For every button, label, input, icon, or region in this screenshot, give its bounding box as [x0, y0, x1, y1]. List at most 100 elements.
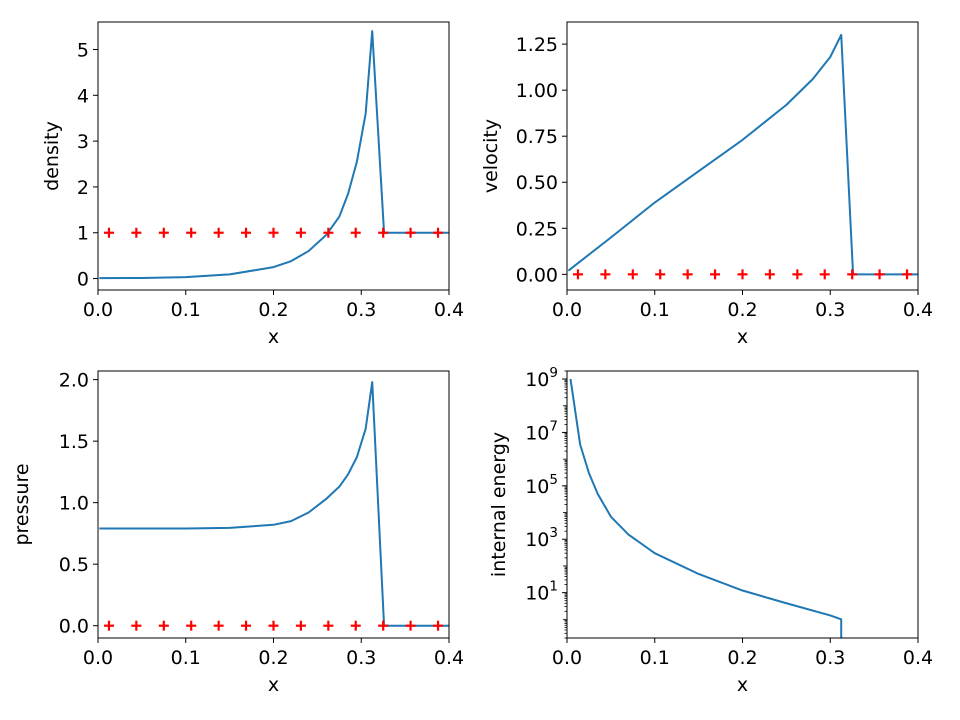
- y-tick-label: 2: [77, 177, 89, 199]
- x-tick-label: 0.2: [727, 647, 757, 669]
- y-tick-label: 0.75: [516, 126, 558, 148]
- x-tick-label: 0.4: [903, 647, 933, 669]
- plot-area: [569, 378, 843, 638]
- marker-point: [131, 227, 142, 238]
- marker-point: [103, 620, 114, 631]
- marker-point: [295, 227, 306, 238]
- x-tick-label: 0.0: [83, 299, 113, 321]
- y-tick-label: 5: [77, 39, 89, 61]
- marker-point: [433, 620, 444, 631]
- y-tick-label: 3: [77, 131, 89, 153]
- y-tick-label: 1.0: [59, 493, 89, 515]
- marker-point: [213, 620, 224, 631]
- series-line: [99, 381, 449, 627]
- y-tick-label: 0.0: [59, 616, 89, 638]
- y-axis-label: density: [41, 121, 63, 191]
- x-tick-label: 0.3: [346, 299, 376, 321]
- y-tick-label: 4: [77, 85, 89, 107]
- marker-point: [378, 620, 389, 631]
- y-axis-label: velocity: [480, 119, 502, 193]
- x-tick-label: 0.0: [83, 647, 113, 669]
- marker-point: [405, 620, 416, 631]
- tick-exponent: 7: [549, 418, 558, 434]
- y-axis-label: internal energy: [488, 432, 510, 577]
- y-tick-label: 1: [77, 223, 89, 245]
- x-tick-label: 0.0: [552, 647, 582, 669]
- x-axis-label: x: [737, 674, 748, 696]
- marker-point: [682, 269, 693, 280]
- marker-point: [764, 269, 775, 280]
- y-tick-label: 109: [525, 365, 558, 391]
- x-tick-label: 0.3: [815, 299, 845, 321]
- x-tick-label: 0.2: [727, 299, 757, 321]
- marker-point: [737, 269, 748, 280]
- marker-point: [158, 227, 169, 238]
- plot-area: [99, 381, 449, 631]
- marker-point: [378, 227, 389, 238]
- y-axis-label: pressure: [11, 463, 33, 545]
- series-line: [569, 378, 843, 638]
- x-tick-label: 0.2: [258, 299, 288, 321]
- marker-point: [600, 269, 611, 280]
- y-tick-label: 1.25: [516, 34, 558, 56]
- marker-point: [131, 620, 142, 631]
- x-axis-label: x: [737, 326, 748, 348]
- y-tick-label: 101: [525, 579, 558, 605]
- marker-point: [655, 269, 666, 280]
- x-axis-label: x: [268, 674, 279, 696]
- tick-base: 10: [525, 476, 549, 498]
- y-tick-label: 0.25: [516, 218, 558, 240]
- y-tick-label: 0.50: [516, 172, 558, 194]
- marker-point: [323, 227, 334, 238]
- marker-point: [405, 227, 416, 238]
- series-line: [99, 30, 449, 280]
- marker-point: [213, 227, 224, 238]
- marker-point: [792, 269, 803, 280]
- marker-point: [902, 269, 913, 280]
- x-tick-label: 0.1: [640, 299, 670, 321]
- y-tick-label: 103: [525, 525, 558, 551]
- y-tick-label: 107: [525, 418, 558, 444]
- subplot-2: 0.0 0.1 0.2 0.3 0.4 0.00 0.25 0.50 0.75 1.00 1.25 x…: [480, 21, 933, 348]
- y-tick-label: 1.00: [516, 80, 558, 102]
- marker-point: [295, 620, 306, 631]
- x-tick-label: 0.3: [346, 647, 376, 669]
- x-tick-label: 0.2: [258, 647, 288, 669]
- tick-base: 10: [525, 583, 549, 605]
- tick-exponent: 9: [549, 365, 558, 381]
- plot-area: [567, 33, 918, 280]
- marker-point: [350, 620, 361, 631]
- plot-area: [99, 30, 449, 280]
- tick-base: 10: [525, 422, 549, 444]
- y-tick-label: 0: [77, 269, 89, 291]
- y-tick-label: 105: [525, 472, 558, 498]
- x-axis-label: x: [268, 326, 279, 348]
- y-tick-label: 0.00: [516, 264, 558, 286]
- tick-base: 10: [525, 369, 549, 391]
- x-tick-label: 0.1: [171, 299, 201, 321]
- x-tick-label: 0.4: [434, 299, 464, 321]
- marker-point: [103, 227, 114, 238]
- marker-point: [241, 620, 252, 631]
- marker-point: [874, 269, 885, 280]
- marker-point: [186, 227, 197, 238]
- marker-point: [323, 620, 334, 631]
- y-tick-label: 2.0: [59, 370, 89, 392]
- y-tick-label: 0.5: [59, 554, 89, 576]
- marker-point: [710, 269, 721, 280]
- marker-point: [268, 620, 279, 631]
- subplot-1: 0.0 0.1 0.2 0.3 0.4 0 1 2 3 4 5 x density: [41, 21, 464, 348]
- marker-point: [158, 620, 169, 631]
- x-tick-label: 0.3: [815, 647, 845, 669]
- tick-exponent: 1: [549, 579, 558, 595]
- tick-exponent: 3: [549, 525, 558, 541]
- tick-base: 10: [525, 529, 549, 551]
- marker-point: [847, 269, 858, 280]
- subplot-4: 0.0 0.1 0.2 0.3 0.4101103105107109xinternal …: [488, 365, 933, 696]
- marker-point: [433, 227, 444, 238]
- x-tick-label: 0.0: [552, 299, 582, 321]
- marker-point: [241, 227, 252, 238]
